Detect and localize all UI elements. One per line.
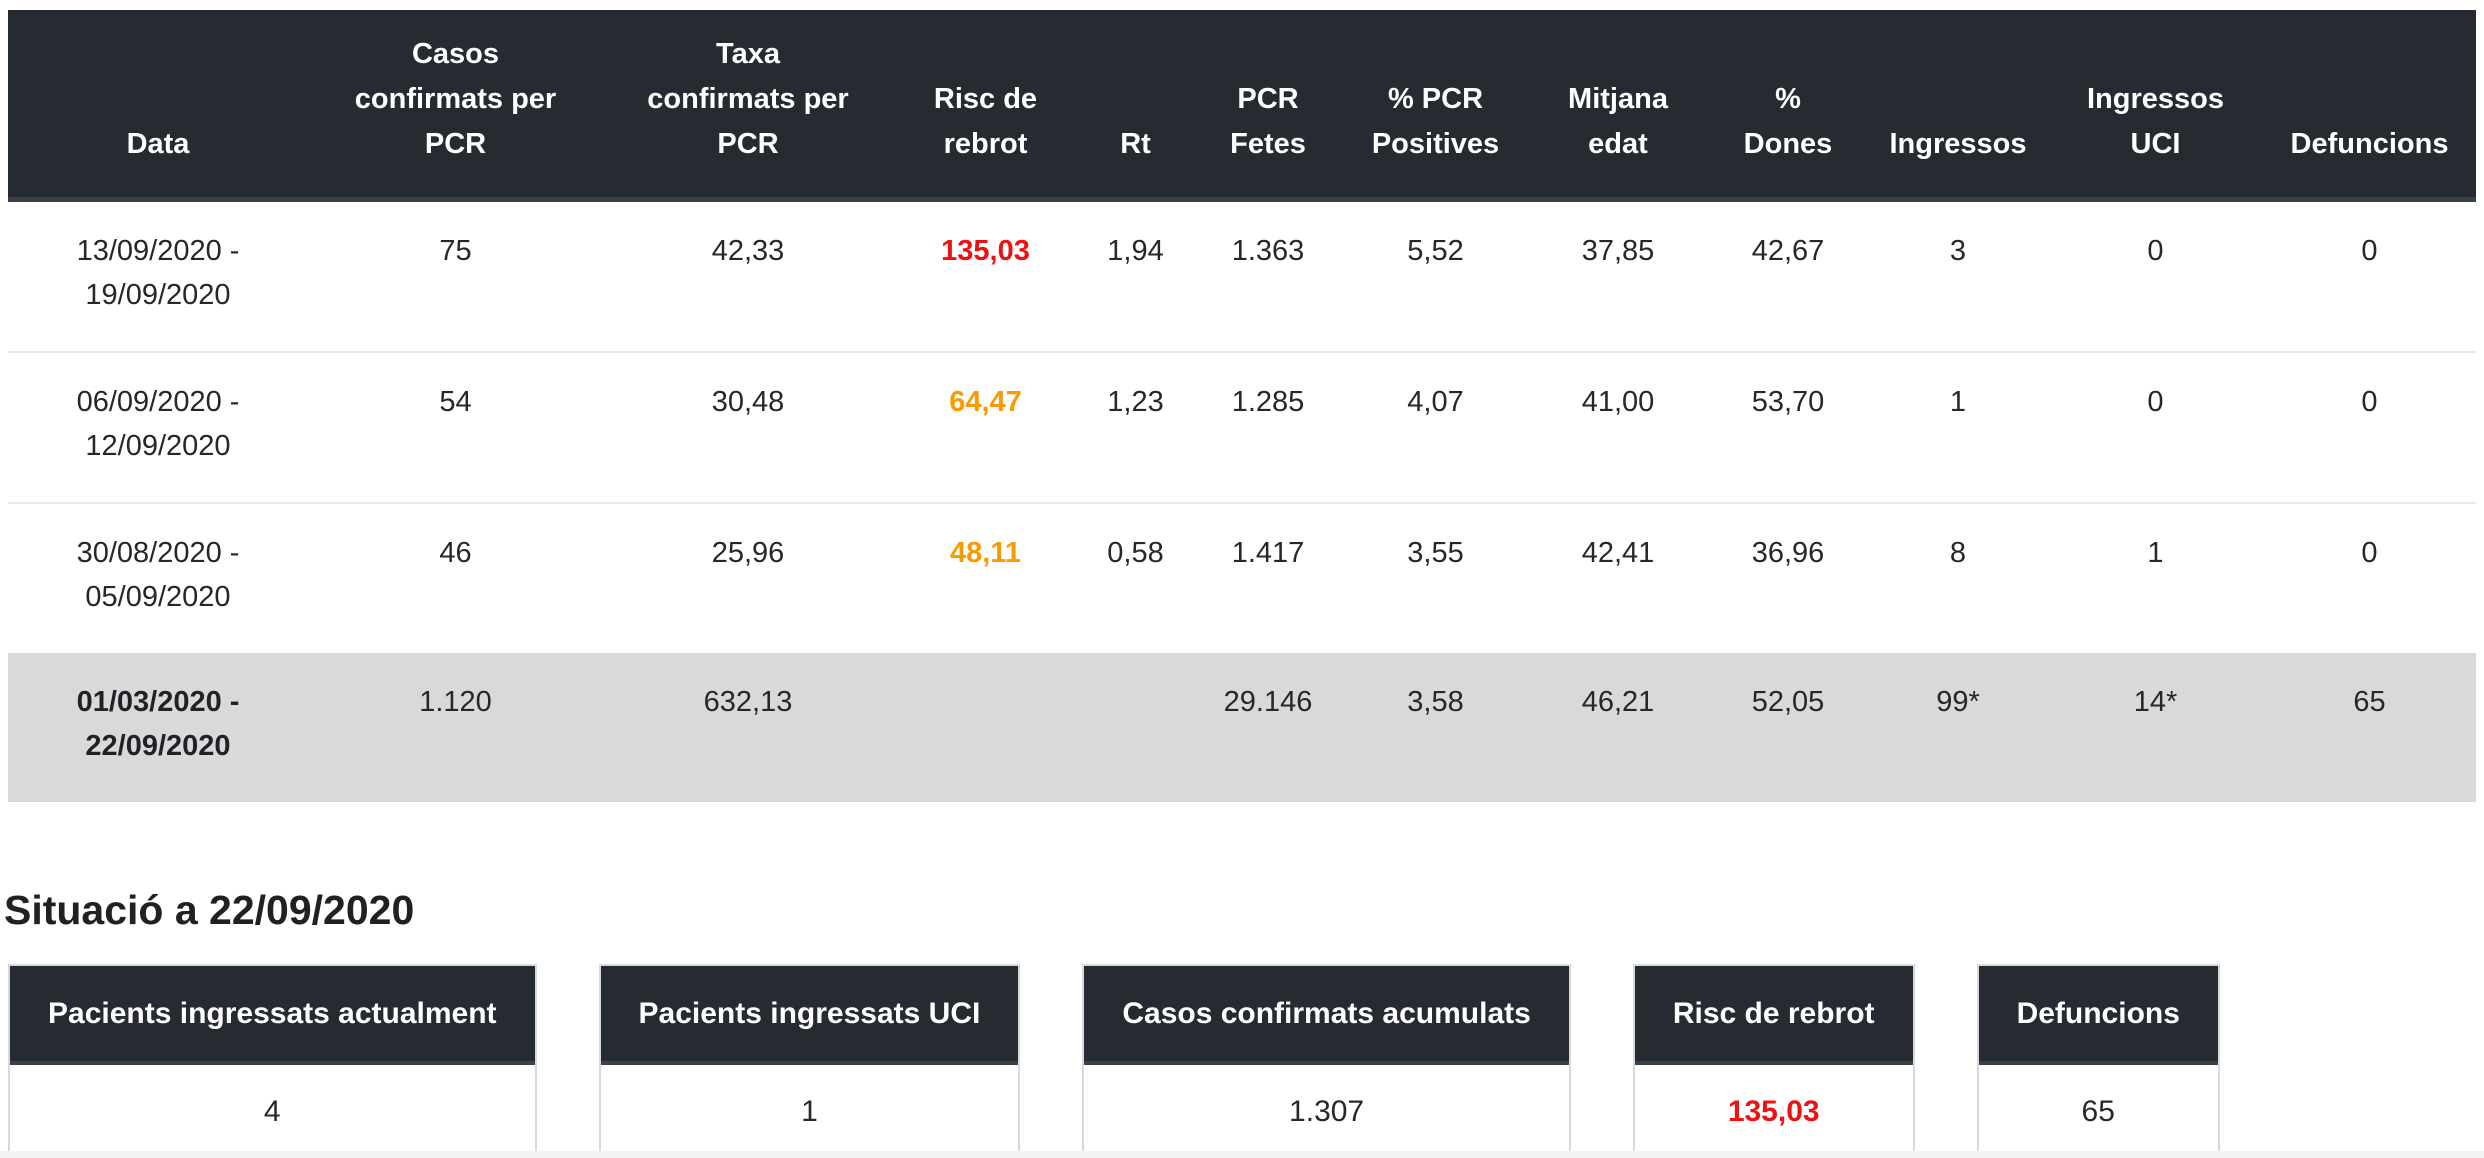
cell-defuncions: 0	[2361, 386, 2378, 418]
cell-ingressos-uci: 14*	[2133, 686, 2178, 718]
cell-mitjana-edat: 37,85	[1581, 235, 1655, 267]
cell-pcr-fetes: 1.285	[1231, 386, 1305, 418]
cell-pcr-fetes: 29.146	[1223, 686, 1313, 718]
cell-casos: 75	[439, 235, 472, 267]
column-header-dones: % Dones	[1708, 10, 1868, 202]
table-row: 13/09/2020 - 19/09/2020 75 42,33 135,03 …	[8, 200, 2476, 353]
column-header-mitjana-edat: Mitjana edat	[1528, 10, 1708, 202]
cell-mitjana-edat: 42,41	[1581, 537, 1655, 569]
column-header-ingressos-uci: Ingressos UCI	[2048, 10, 2263, 202]
situation-cards: Pacients ingressats actualment 4 Pacient…	[8, 964, 2484, 1158]
cell-rt	[1078, 653, 1193, 802]
cell-ingressos: 8	[1949, 537, 1967, 569]
weekly-stats-table-wrap: Data Casos confirmats per PCR Taxa confi…	[8, 10, 2476, 802]
card-label: Casos confirmats acumulats	[1084, 966, 1569, 1065]
cell-defuncions: 0	[2361, 537, 2378, 569]
column-header-casos-confirmats: Casos confirmats per PCR	[308, 10, 603, 202]
cell-pcr-positives: 4,07	[1407, 386, 1464, 418]
cell-ingressos-uci: 0	[2147, 235, 2164, 267]
card-label: Risc de rebrot	[1634, 966, 1913, 1065]
card-label: Pacients ingressats UCI	[600, 966, 1019, 1065]
card-value: 1	[600, 1065, 1019, 1158]
cell-ingressos: 1	[1949, 386, 1967, 418]
cell-dones: 52,05	[1751, 686, 1825, 718]
column-header-rt: Rt	[1078, 10, 1193, 202]
card-defuncions: Defuncions 65	[1976, 964, 2220, 1158]
cell-date: 13/09/2020 - 19/09/2020	[76, 235, 240, 311]
cell-dones: 36,96	[1751, 537, 1825, 569]
card-risc-rebrot: Risc de rebrot 135,03	[1632, 964, 1915, 1158]
weekly-stats-table: Data Casos confirmats per PCR Taxa confi…	[8, 10, 2476, 802]
table-row-total: 01/03/2020 - 22/09/2020 1.120 632,13 29.…	[8, 653, 2476, 802]
cell-ingressos-uci: 0	[2147, 386, 2164, 418]
card-label: Pacients ingressats actualment	[10, 966, 535, 1065]
table-row: 06/09/2020 - 12/09/2020 54 30,48 64,47 1…	[8, 352, 2476, 503]
table-header: Data Casos confirmats per PCR Taxa confi…	[8, 10, 2476, 202]
cell-taxa: 632,13	[703, 686, 793, 718]
cell-risc-rebrot	[893, 653, 1078, 802]
cell-date: 30/08/2020 - 05/09/2020	[76, 537, 240, 613]
card-casos-acumulats: Casos confirmats acumulats 1.307	[1082, 964, 1571, 1158]
cell-pcr-fetes: 1.363	[1231, 235, 1305, 267]
card-value: 135,03	[1634, 1065, 1913, 1158]
card-value: 65	[1978, 1065, 2218, 1158]
cell-defuncions: 65	[2353, 686, 2386, 718]
cell-mitjana-edat: 46,21	[1581, 686, 1655, 718]
column-header-pcr-fetes: PCR Fetes	[1193, 10, 1343, 202]
cell-risc-rebrot: 135,03	[941, 235, 1030, 267]
cell-dones: 42,67	[1751, 235, 1825, 267]
card-pacients-uci: Pacients ingressats UCI 1	[598, 964, 1021, 1158]
card-value: 4	[10, 1065, 535, 1158]
column-header-pcr-positives: % PCR Positives	[1343, 10, 1528, 202]
cell-pcr-positives: 3,55	[1407, 537, 1464, 569]
cell-taxa: 42,33	[711, 235, 785, 267]
table-row: 30/08/2020 - 05/09/2020 46 25,96 48,11 0…	[8, 503, 2476, 653]
cell-defuncions: 0	[2361, 235, 2378, 267]
card-value: 1.307	[1084, 1065, 1569, 1158]
cell-pcr-positives: 5,52	[1407, 235, 1464, 267]
cell-risc-rebrot: 48,11	[950, 537, 1021, 569]
cell-date: 01/03/2020 - 22/09/2020	[76, 686, 240, 762]
column-header-ingressos: Ingressos	[1868, 10, 2048, 202]
next-section-edge	[0, 1151, 2484, 1158]
column-header-defuncions: Defuncions	[2263, 10, 2476, 202]
cell-rt: 1,94	[1107, 235, 1164, 267]
cell-rt: 0,58	[1107, 537, 1164, 569]
cell-ingressos-uci: 1	[2147, 537, 2164, 569]
column-header-data: Data	[8, 10, 308, 202]
column-header-taxa-confirmats: Taxa confirmats per PCR	[603, 10, 893, 202]
cell-dones: 53,70	[1751, 386, 1825, 418]
column-header-risc-rebrot: Risc de rebrot	[893, 10, 1078, 202]
cell-taxa: 30,48	[711, 386, 785, 418]
situation-title: Situació a 22/09/2020	[4, 887, 415, 933]
cell-taxa: 25,96	[711, 537, 785, 569]
cell-casos: 46	[439, 537, 472, 569]
card-pacients-ingressats: Pacients ingressats actualment 4	[8, 964, 537, 1158]
card-label: Defuncions	[1978, 966, 2218, 1065]
cell-date: 06/09/2020 - 12/09/2020	[76, 386, 240, 462]
cell-casos: 1.120	[419, 686, 492, 718]
cell-pcr-positives: 3,58	[1407, 686, 1464, 718]
header-row: Data Casos confirmats per PCR Taxa confi…	[8, 10, 2476, 202]
cell-ingressos: 3	[1949, 235, 1967, 267]
cell-pcr-fetes: 1.417	[1231, 537, 1305, 569]
cell-rt: 1,23	[1107, 386, 1164, 418]
cell-risc-rebrot: 64,47	[949, 386, 1022, 418]
cell-ingressos: 99*	[1936, 686, 1980, 718]
cell-mitjana-edat: 41,00	[1581, 386, 1655, 418]
cell-casos: 54	[439, 386, 472, 418]
